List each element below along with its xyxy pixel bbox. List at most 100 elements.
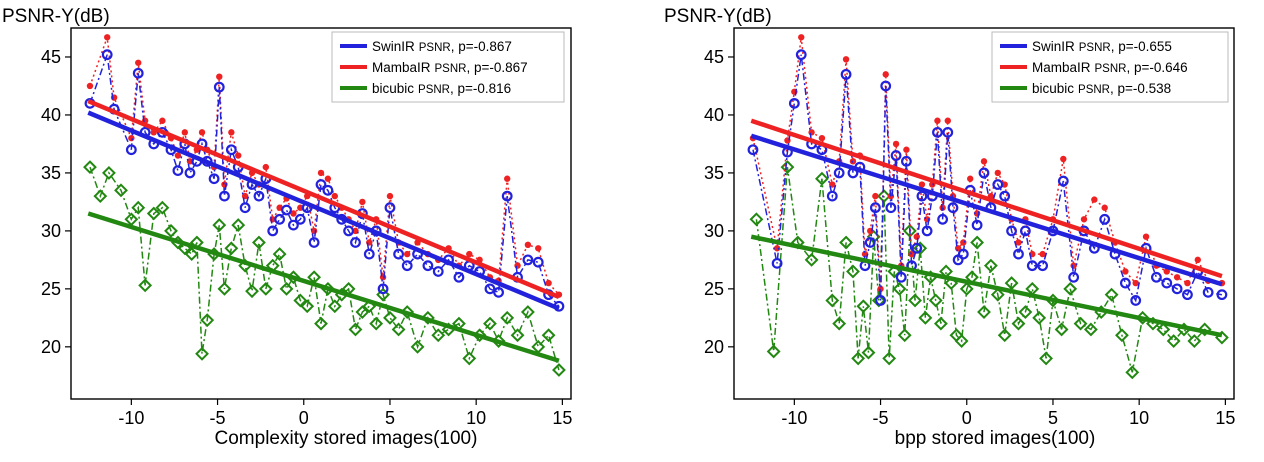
data-point [1216, 289, 1228, 301]
y-tick-label: 25 [704, 279, 724, 299]
data-point [839, 235, 853, 250]
data-point [181, 129, 188, 136]
data-point [913, 233, 920, 240]
data-point [959, 281, 974, 296]
legend-entry-bicubic: bicubic PSNR, p=-0.538 [1032, 81, 1171, 96]
legend: SwinIR PSNR, p=-0.867 MambaIR PSNR, p=-0.8… [331, 31, 565, 103]
data-point [501, 190, 513, 202]
data-point [522, 254, 534, 266]
legend-entry-bicubic: bicubic PSNR, p=-0.816 [372, 81, 511, 96]
data-point [1161, 277, 1173, 289]
data-point [871, 293, 886, 308]
data-point [545, 279, 552, 287]
data-point [842, 56, 850, 63]
data-point [93, 189, 108, 204]
data-point [1083, 322, 1098, 337]
data-point [875, 295, 886, 306]
data-point [1057, 175, 1069, 187]
data-point [393, 248, 404, 260]
series-line [89, 37, 560, 296]
data-point [125, 144, 137, 156]
data-point [999, 190, 1011, 202]
trend-line-swinir [87, 110, 560, 311]
data-point [288, 219, 299, 231]
data-point [911, 242, 923, 254]
data-point [846, 264, 860, 279]
data-point [1197, 322, 1212, 337]
data-point [960, 239, 967, 246]
data-point [1039, 250, 1046, 258]
data-point [219, 190, 230, 202]
data-point [825, 293, 840, 308]
x-tick-label: 10 [466, 408, 486, 428]
data-point [172, 165, 184, 177]
data-point [1173, 274, 1181, 281]
data-point [384, 202, 396, 214]
data-point [1130, 295, 1142, 306]
data-point [856, 299, 871, 314]
data-point [877, 189, 891, 204]
trend-line-bicubic [750, 234, 1223, 338]
data-point [901, 155, 912, 167]
x-tick-label: 0 [299, 408, 309, 428]
data-point [293, 293, 308, 308]
data-point [832, 316, 847, 331]
x-tick-label: -5 [873, 408, 889, 428]
data-point [267, 225, 279, 237]
data-point [322, 184, 334, 196]
data-point [404, 250, 411, 258]
data-point [1073, 316, 1088, 331]
trend-lines [87, 98, 560, 363]
data-point [431, 328, 446, 343]
data-point [410, 339, 425, 354]
data-point [228, 129, 235, 136]
data-point [483, 316, 497, 331]
series-layer [747, 34, 1229, 380]
data-point [928, 293, 943, 308]
data-point [921, 225, 933, 237]
data-point [773, 245, 781, 252]
axis-ticks: -10 -5 0 5 10 15 20 25 30 35 40 45 [704, 47, 1235, 428]
data-point [352, 227, 359, 235]
x-tick-label: -10 [118, 408, 144, 428]
y-tick-label: 35 [41, 163, 61, 183]
data-point [1142, 233, 1150, 240]
data-point [1099, 213, 1111, 225]
data-point [1091, 196, 1098, 203]
trend-line-bicubic [87, 211, 560, 363]
data-point [1119, 277, 1131, 289]
data-point [804, 252, 819, 267]
data-point [453, 271, 465, 283]
series-line [755, 166, 1223, 373]
data-point [851, 351, 866, 366]
data-point [535, 245, 542, 252]
data-point [747, 144, 759, 156]
chart-panel-complexity: PSNR-Y(dB) -10 -5 0 5 10 15 20 25 30 35 40 45 Compl… [2, 6, 572, 449]
data-point [422, 260, 434, 272]
data-point [391, 322, 406, 337]
data-point [882, 71, 889, 78]
data-point [826, 190, 838, 202]
data-point [245, 284, 259, 299]
legend-entry-mambair: MambaIR PSNR, p=-0.646 [1032, 60, 1188, 75]
legend-entry-mambair: MambaIR PSNR, p=-0.867 [372, 60, 528, 75]
data-point [104, 34, 111, 41]
data-point [971, 219, 983, 231]
data-point [933, 316, 948, 331]
data-point [146, 206, 161, 221]
legend-entry-swinir: SwinIR PSNR, p=-0.867 [372, 39, 512, 54]
data-point [1125, 365, 1140, 380]
legend-box [991, 31, 1229, 103]
data-point [992, 179, 1004, 190]
x-tick-label: -5 [210, 408, 226, 428]
data-point [1019, 225, 1031, 237]
data-point [1060, 155, 1067, 163]
data-point [274, 213, 286, 225]
data-point [420, 310, 435, 325]
data-point [861, 345, 876, 360]
data-point [864, 237, 876, 248]
data-point [849, 158, 857, 165]
data-point [1194, 256, 1201, 264]
data-point [1202, 286, 1214, 298]
